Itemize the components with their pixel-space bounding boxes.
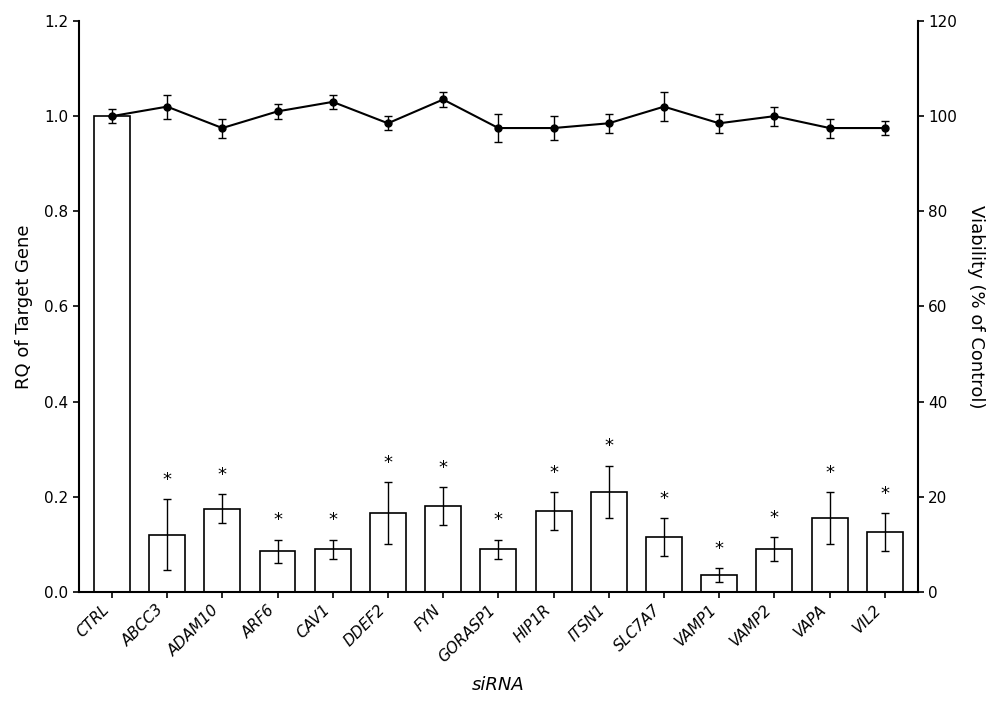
Text: *: * bbox=[328, 511, 337, 529]
X-axis label: siRNA: siRNA bbox=[472, 676, 525, 694]
Text: *: * bbox=[273, 511, 282, 529]
Y-axis label: Viability (% of Control): Viability (% of Control) bbox=[967, 205, 985, 408]
Bar bbox=[701, 575, 737, 592]
Bar bbox=[425, 506, 461, 592]
Y-axis label: RQ of Target Gene: RQ of Target Gene bbox=[15, 224, 33, 389]
Text: *: * bbox=[163, 471, 172, 489]
Bar bbox=[867, 532, 903, 592]
Bar bbox=[204, 508, 240, 592]
Bar bbox=[260, 552, 295, 592]
Bar bbox=[480, 549, 516, 592]
Text: *: * bbox=[770, 509, 779, 527]
Text: *: * bbox=[218, 466, 227, 484]
Text: *: * bbox=[880, 485, 889, 503]
Bar bbox=[94, 116, 130, 592]
Text: *: * bbox=[659, 490, 668, 508]
Bar bbox=[370, 513, 406, 592]
Text: *: * bbox=[715, 540, 724, 558]
Text: *: * bbox=[383, 454, 392, 472]
Text: *: * bbox=[604, 437, 613, 455]
Bar bbox=[315, 549, 351, 592]
Bar bbox=[646, 537, 682, 592]
Bar bbox=[756, 549, 792, 592]
Bar bbox=[812, 518, 848, 592]
Text: *: * bbox=[549, 464, 558, 481]
Bar bbox=[536, 511, 572, 592]
Text: *: * bbox=[439, 459, 448, 476]
Bar bbox=[591, 492, 627, 592]
Bar bbox=[149, 535, 185, 592]
Text: *: * bbox=[494, 511, 503, 529]
Text: *: * bbox=[825, 464, 834, 481]
